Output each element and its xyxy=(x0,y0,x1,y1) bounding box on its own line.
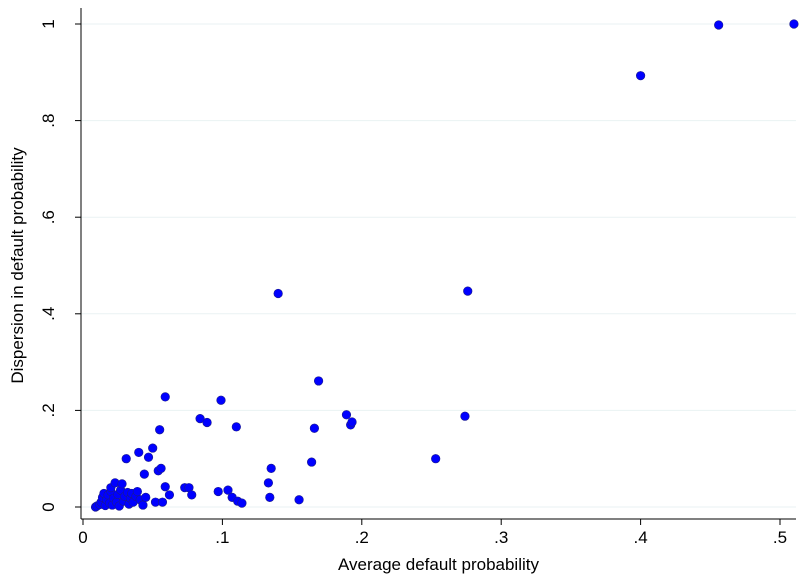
data-point xyxy=(164,490,175,500)
data-point xyxy=(431,454,441,464)
y-tick-label: .6 xyxy=(39,210,58,224)
data-point xyxy=(139,469,149,479)
x-tick-label: .1 xyxy=(215,528,229,547)
data-point xyxy=(195,414,205,424)
axes: 0 .2 .4 .6 .8 1 0 .1 .2 .3 .4 .5 xyxy=(39,8,796,547)
data-point xyxy=(231,422,241,432)
y-tick-label: .8 xyxy=(39,114,58,128)
data-point xyxy=(134,447,144,458)
data-point xyxy=(313,376,324,386)
x-tick-label: .3 xyxy=(494,528,508,547)
data-point xyxy=(157,497,168,507)
data-point xyxy=(347,417,357,427)
data-point xyxy=(460,411,470,421)
x-tick-label: .2 xyxy=(355,528,369,547)
x-axis-label: Average default probability xyxy=(338,555,539,574)
y-tick-label: 1 xyxy=(39,19,58,28)
data-point xyxy=(121,454,131,464)
data-point xyxy=(187,490,197,500)
data-point xyxy=(148,443,158,453)
data-point xyxy=(202,417,212,428)
data-point xyxy=(138,500,148,510)
x-tick-label: .4 xyxy=(634,528,648,547)
data-point xyxy=(266,463,276,473)
data-point xyxy=(341,410,352,420)
data-point xyxy=(635,71,646,81)
data-points xyxy=(90,19,799,512)
data-point xyxy=(132,486,142,497)
data-point xyxy=(789,19,799,29)
data-point xyxy=(463,286,473,296)
y-tick-label: .2 xyxy=(39,403,58,417)
data-point xyxy=(216,395,226,405)
data-point xyxy=(237,498,247,508)
data-point xyxy=(160,482,170,492)
y-tick-label: .4 xyxy=(39,307,58,321)
data-point xyxy=(273,288,283,299)
y-tick-label: 0 xyxy=(39,502,58,511)
data-point xyxy=(265,492,275,502)
data-point xyxy=(309,423,320,433)
data-point xyxy=(294,495,304,505)
data-point xyxy=(143,452,154,462)
x-tick-label: .5 xyxy=(773,528,787,547)
data-point xyxy=(307,457,317,467)
data-point xyxy=(263,478,274,488)
data-point xyxy=(117,479,127,489)
data-point xyxy=(213,486,223,497)
data-point xyxy=(160,392,170,402)
y-axis-label: Dispersion in default probability xyxy=(8,147,27,384)
data-point xyxy=(156,463,166,473)
grid-lines xyxy=(81,23,796,508)
data-point xyxy=(714,20,724,30)
data-point xyxy=(155,425,165,435)
data-point xyxy=(223,485,233,495)
x-tick-label: 0 xyxy=(78,528,87,547)
data-point xyxy=(141,492,151,502)
